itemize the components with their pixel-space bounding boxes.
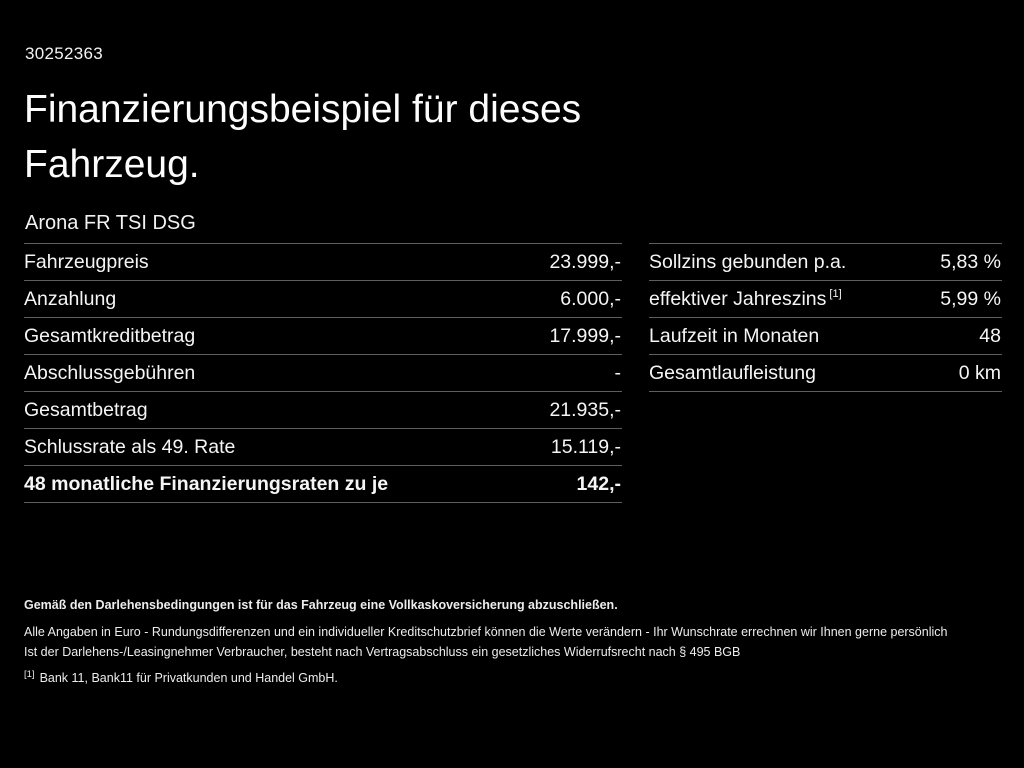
footer-bank-note: [1] Bank 11, Bank11 für Privatkunden und … bbox=[24, 668, 1002, 685]
footer-insurance-note: Gemäß den Darlehensbedingungen ist für d… bbox=[24, 598, 618, 612]
vehicle-name: Arona FR TSI DSG bbox=[25, 212, 196, 234]
financing-table-right: Sollzins gebunden p.a. 5,83 % effektiver… bbox=[649, 243, 1002, 392]
row-label: Gesamtkreditbetrag bbox=[24, 324, 196, 347]
row-label: Schlussrate als 49. Rate bbox=[24, 435, 236, 458]
row-value: 142,- bbox=[576, 472, 621, 495]
page-title-line1: Finanzierungsbeispiel für dieses bbox=[24, 88, 582, 131]
row-value: 48 bbox=[979, 324, 1001, 347]
row-value: 15.119,- bbox=[550, 435, 621, 458]
document-id: 30252363 bbox=[25, 44, 104, 63]
table-row-gesamtlaufleistung: Gesamtlaufleistung 0 km bbox=[649, 355, 1002, 392]
footnote-marker: [1] bbox=[829, 288, 842, 300]
footer-disclaimer-line2: Ist der Darlehens-/Leasingnehmer Verbrau… bbox=[24, 645, 741, 659]
footer-bank-note-text: Bank 11, Bank11 für Privatkunden und Han… bbox=[39, 671, 338, 685]
table-row-laufzeit: Laufzeit in Monaten 48 bbox=[649, 318, 1002, 355]
row-label: Fahrzeugpreis bbox=[24, 250, 149, 273]
row-label: Gesamtlaufleistung bbox=[649, 361, 816, 384]
row-label: Anzahlung bbox=[24, 287, 117, 310]
table-row-gesamtkreditbetrag: Gesamtkreditbetrag 17.999,- bbox=[24, 318, 622, 355]
page-title-line2: Fahrzeug. bbox=[24, 143, 200, 186]
row-label: Sollzins gebunden p.a. bbox=[649, 250, 847, 273]
row-label: Gesamtbetrag bbox=[24, 398, 148, 421]
financing-tables: Fahrzeugpreis 23.999,- Anzahlung 6.000,-… bbox=[24, 243, 1002, 503]
table-row-sollzins: Sollzins gebunden p.a. 5,83 % bbox=[649, 244, 1002, 281]
footer-disclaimer-line1: Alle Angaben in Euro - Rundungsdifferenz… bbox=[24, 625, 948, 639]
row-label: 48 monatliche Finanzierungsraten zu je bbox=[24, 472, 389, 495]
row-value: 5,83 % bbox=[940, 250, 1001, 273]
row-value: 5,99 % bbox=[940, 287, 1001, 310]
table-row-schlussrate: Schlussrate als 49. Rate 15.119,- bbox=[24, 429, 622, 466]
table-row-effektiver-jahreszins: effektiver Jahreszins [1] 5,99 % bbox=[649, 281, 1002, 318]
legal-footer: Gemäß den Darlehensbedingungen ist für d… bbox=[24, 598, 1002, 685]
table-row-monatsrate: 48 monatliche Finanzierungsraten zu je 1… bbox=[24, 466, 622, 503]
table-row-anzahlung: Anzahlung 6.000,- bbox=[24, 281, 622, 318]
footnote-marker: [1] bbox=[24, 668, 35, 680]
row-label: Abschlussgebühren bbox=[24, 361, 196, 384]
row-value: 0 km bbox=[958, 361, 1001, 384]
row-label: Laufzeit in Monaten bbox=[649, 324, 820, 347]
row-value: 17.999,- bbox=[549, 324, 621, 347]
row-value: 21.935,- bbox=[549, 398, 621, 421]
row-value: 23.999,- bbox=[549, 250, 621, 273]
row-label: effektiver Jahreszins [1] bbox=[649, 287, 842, 310]
table-row-gesamtbetrag: Gesamtbetrag 21.935,- bbox=[24, 392, 622, 429]
page-title: Finanzierungsbeispiel für dieses Fahrzeug… bbox=[24, 82, 581, 192]
table-row-fahrzeugpreis: Fahrzeugpreis 23.999,- bbox=[24, 244, 622, 281]
table-row-abschlussgebuehren: Abschlussgebühren - bbox=[24, 355, 622, 392]
financing-table-left: Fahrzeugpreis 23.999,- Anzahlung 6.000,-… bbox=[24, 243, 622, 503]
row-value: - bbox=[614, 361, 622, 384]
row-value: 6.000,- bbox=[560, 287, 621, 310]
